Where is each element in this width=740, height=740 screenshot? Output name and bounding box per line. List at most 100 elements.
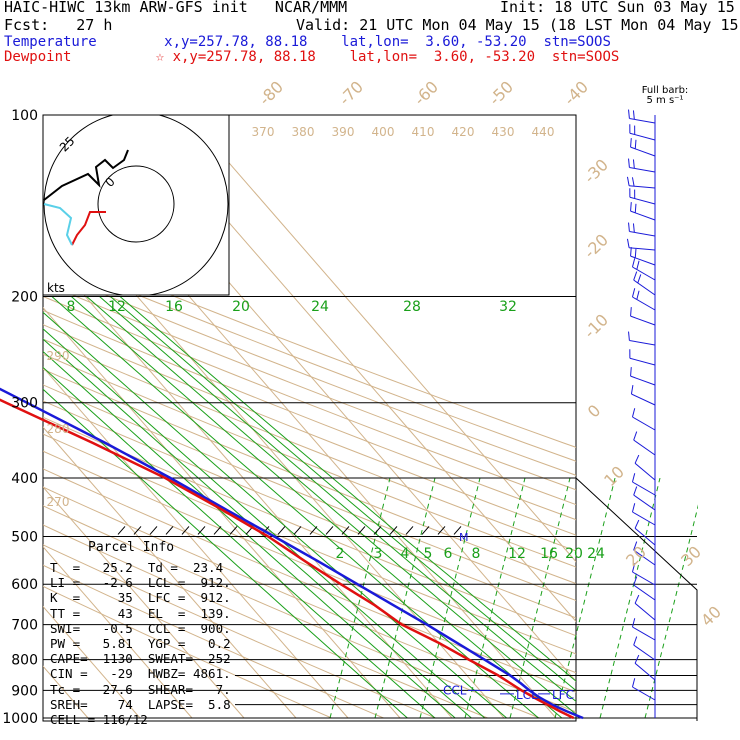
hatch-mark bbox=[277, 526, 286, 535]
barb-flag bbox=[633, 486, 638, 496]
wind-barb bbox=[633, 431, 656, 456]
wind-barb bbox=[626, 176, 656, 189]
temperature-series bbox=[0, 387, 584, 720]
parcel-info-title: Parcel Info bbox=[88, 540, 175, 555]
isotherm-label: 30 bbox=[677, 542, 705, 570]
hatch-mark bbox=[149, 526, 158, 535]
barb-flag bbox=[630, 307, 632, 317]
mixing-ratio-label: 20 bbox=[232, 299, 250, 315]
hatch-mark bbox=[197, 526, 206, 535]
hatch-mark bbox=[373, 526, 382, 535]
isotherm-line bbox=[43, 366, 349, 719]
hatch-mark bbox=[453, 526, 462, 535]
moist-adiabat bbox=[464, 478, 526, 719]
mixing-ratio-label: 24 bbox=[587, 546, 605, 562]
barb-flag bbox=[628, 158, 630, 168]
barb-staff bbox=[631, 393, 656, 406]
barb-flag bbox=[630, 138, 632, 148]
frame-extension bbox=[575, 477, 698, 721]
wind-barb bbox=[633, 271, 656, 296]
barb-staff bbox=[633, 549, 656, 566]
wind-barb bbox=[626, 238, 656, 251]
barb-staff bbox=[630, 315, 656, 326]
pressure-label: 400 bbox=[11, 471, 38, 487]
theta-label: 390 bbox=[332, 125, 355, 139]
hatch-mark bbox=[341, 526, 350, 535]
mixing-ratio-label: 5 bbox=[424, 546, 433, 562]
moist-adiabat bbox=[329, 478, 391, 719]
barb-flag bbox=[630, 247, 632, 257]
barb-flag bbox=[631, 563, 636, 573]
hatch-mark bbox=[405, 526, 414, 535]
barb-legend-title: Full barb: bbox=[642, 85, 689, 96]
isotherm-label: -70 bbox=[335, 77, 367, 109]
init-time: Init: 18 UTC Sun 03 May 15 bbox=[500, 0, 735, 16]
barb-staff bbox=[630, 210, 656, 221]
barb-flag bbox=[637, 274, 642, 284]
m-label: M bbox=[459, 531, 469, 544]
hodograph-units: kts bbox=[47, 281, 65, 295]
dry-adiabat bbox=[43, 282, 576, 491]
mixing-ratio-label: 16 bbox=[165, 299, 183, 315]
isotherm-line bbox=[187, 115, 576, 563]
isotherm-label: 20 bbox=[622, 542, 650, 570]
barb-flag bbox=[634, 454, 640, 464]
dry-adiabat bbox=[43, 384, 576, 602]
wind-barb bbox=[634, 519, 656, 546]
pressure-label: 900 bbox=[11, 683, 38, 699]
parcel-info-row: LI = -2.6 LCL = 912. bbox=[50, 575, 231, 591]
hatch-mark bbox=[165, 526, 174, 535]
barb-flag bbox=[630, 202, 632, 212]
isotherm-line bbox=[43, 545, 193, 719]
hatch-mark bbox=[389, 526, 398, 535]
temperature-legend: Temperature x,y=257.78, 88.18 lat,lon= 3… bbox=[4, 34, 611, 50]
barb-staff bbox=[632, 511, 656, 526]
barb-staff bbox=[633, 439, 656, 456]
wind-barb bbox=[629, 188, 656, 205]
barb-staff bbox=[633, 644, 656, 661]
dry-adiabat bbox=[43, 324, 576, 536]
barb-flag bbox=[631, 408, 636, 418]
isotherm-label: -30 bbox=[580, 155, 612, 187]
barb-staff bbox=[632, 296, 656, 311]
dry-adiabat bbox=[43, 338, 576, 552]
theta-label: 280 bbox=[47, 422, 70, 436]
barb-flag bbox=[631, 678, 636, 688]
parcel-info-row: CAPE= 1130 SWEAT= 252 bbox=[50, 651, 231, 667]
moist-adiabat bbox=[374, 478, 436, 719]
wind-barb bbox=[630, 307, 656, 326]
barb-flag bbox=[633, 431, 638, 441]
wind-barb bbox=[633, 541, 656, 566]
hodograph-trace-mid bbox=[43, 203, 73, 246]
barb-staff bbox=[629, 230, 656, 237]
hatch-mark bbox=[293, 526, 302, 535]
pressure-label: 500 bbox=[11, 529, 38, 545]
isotherm-label: -50 bbox=[485, 77, 517, 109]
barb-flag bbox=[632, 223, 635, 233]
moist-adiabat bbox=[644, 504, 698, 719]
wind-barb bbox=[631, 258, 656, 281]
barb-staff bbox=[629, 117, 656, 124]
mixing-ratio-label: 4 bbox=[401, 546, 410, 562]
isotherm-label: -40 bbox=[560, 77, 592, 109]
hodograph bbox=[43, 115, 229, 295]
dry-adiabat bbox=[43, 268, 576, 476]
dry-adiabat bbox=[43, 295, 576, 506]
hatch-mark bbox=[325, 526, 334, 535]
barb-flag bbox=[631, 618, 636, 628]
wind-barb bbox=[633, 576, 656, 601]
wind-barb bbox=[631, 563, 656, 586]
wind-barb bbox=[631, 408, 656, 431]
theta-label: 370 bbox=[252, 125, 275, 139]
barb-flag bbox=[626, 176, 630, 186]
hodograph-trace-upper bbox=[43, 149, 129, 201]
barb-staff bbox=[632, 481, 656, 496]
theta-label: 410 bbox=[412, 125, 435, 139]
barb-flag bbox=[634, 594, 640, 604]
dry-adiabat bbox=[43, 450, 576, 674]
barb-flag bbox=[628, 109, 630, 119]
pressure-label: 700 bbox=[11, 618, 38, 634]
barb-flag bbox=[628, 331, 630, 341]
hatch-mark bbox=[357, 526, 366, 535]
hatch-mark bbox=[117, 526, 126, 535]
